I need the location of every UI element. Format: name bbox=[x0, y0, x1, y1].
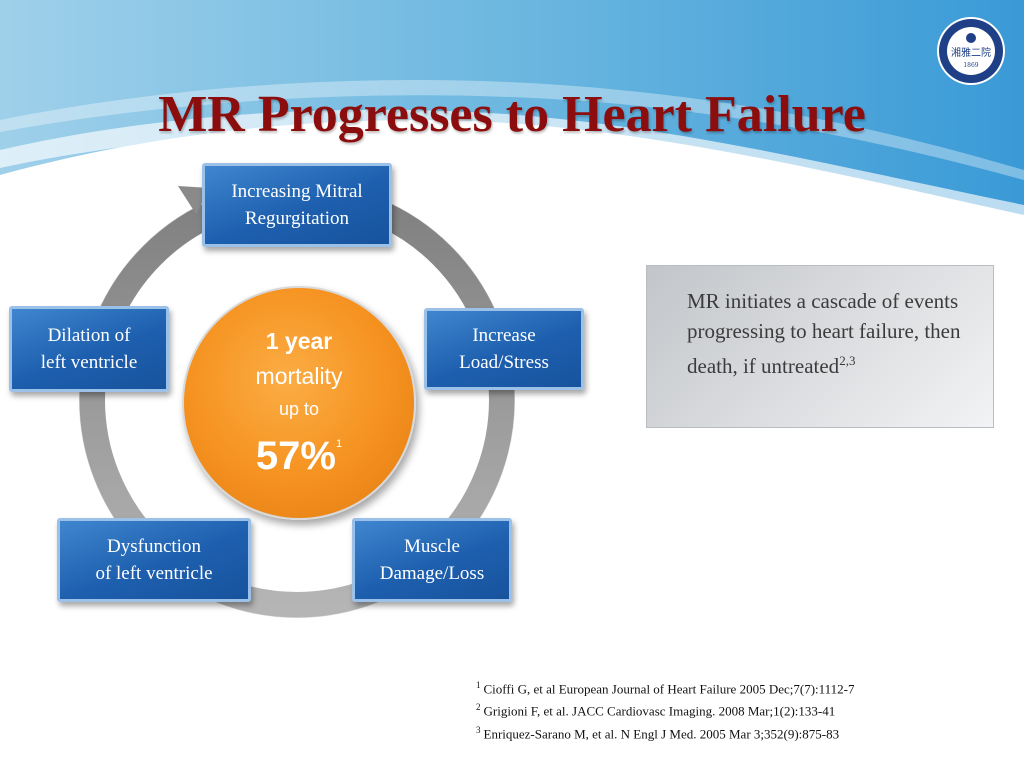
cascade-note-refs: 2,3 bbox=[839, 353, 856, 368]
mortality-up-to: up to bbox=[278, 399, 320, 419]
reference-item: 1 Cioffi G, et al European Journal of Hea… bbox=[476, 676, 1016, 698]
step-dysfunction-left-ventricle: Dysfunction of left ventricle bbox=[57, 518, 251, 602]
reference-text: Grigioni F, et al. JACC Cardiovasc Imagi… bbox=[483, 703, 836, 719]
mortality-percent: 57% bbox=[255, 434, 336, 478]
step-label-line2: Load/Stress bbox=[459, 352, 549, 373]
step-label-line2: left ventricle bbox=[40, 352, 138, 373]
step-label-line1: Dilation of bbox=[47, 325, 131, 346]
reference-item: 3 Enriquez-Sarano M, et al. N Engl J Med.… bbox=[476, 721, 1016, 743]
page-title: MR Progresses to Heart Failure bbox=[158, 85, 866, 143]
step-label-line1: Muscle bbox=[404, 536, 460, 557]
step-label-line1: Increase bbox=[472, 325, 536, 346]
step-muscle-damage-loss: Muscle Damage/Loss bbox=[352, 518, 512, 602]
logo-text: 湘雅二院 bbox=[951, 46, 991, 59]
cascade-note-text: MR initiates a cascade of events progres… bbox=[687, 289, 961, 378]
mortality-period: 1 year bbox=[265, 328, 333, 354]
mortality-label: mortality bbox=[255, 363, 343, 389]
reference-item: 2 Grigioni F, et al. JACC Cardiovasc Imag… bbox=[476, 698, 1016, 720]
step-label-line2: Regurgitation bbox=[244, 208, 350, 229]
mortality-value: 57%1 bbox=[184, 434, 414, 479]
reference-text: Cioffi G, et al European Journal of Hear… bbox=[483, 681, 855, 697]
reference-number: 3 bbox=[476, 724, 481, 735]
step-label-line1: Increasing Mitral bbox=[231, 181, 363, 202]
header-banner bbox=[0, 0, 1024, 225]
logo-year: 1869 bbox=[963, 62, 978, 69]
mortality-ref: 1 bbox=[335, 438, 343, 450]
cascade-note: MR initiates a cascade of events progres… bbox=[646, 265, 994, 428]
step-increase-load-stress: Increase Load/Stress bbox=[424, 308, 584, 390]
reference-number: 2 bbox=[476, 702, 481, 713]
step-dilation-left-ventricle: Dilation of left ventricle bbox=[9, 306, 169, 392]
mortality-circle: 1 year mortality up to 57%1 bbox=[182, 286, 416, 520]
step-label-line1: Dysfunction bbox=[107, 536, 201, 557]
step-label-line2: of left ventricle bbox=[95, 563, 213, 584]
step-label-line2: Damage/Loss bbox=[379, 563, 485, 584]
reference-text: Enriquez-Sarano M, et al. N Engl J Med. … bbox=[483, 725, 840, 741]
step-increasing-mitral-regurgitation: Increasing Mitral Regurgitation bbox=[202, 163, 392, 247]
reference-number: 1 bbox=[476, 680, 481, 690]
references: 1 Cioffi G, et al European Journal of Hea… bbox=[476, 676, 1016, 743]
hospital-logo: 湘雅二院 1869 bbox=[937, 17, 1005, 85]
